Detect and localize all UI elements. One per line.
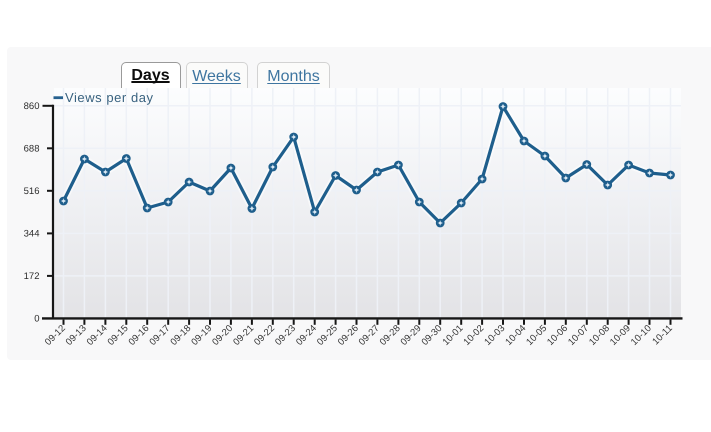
svg-text:10-03: 10-03	[482, 323, 507, 348]
svg-text:10-11: 10-11	[650, 323, 674, 347]
svg-text:09-26: 09-26	[336, 323, 361, 348]
svg-text:09-20: 09-20	[210, 323, 235, 348]
svg-text:09-18: 09-18	[168, 323, 193, 348]
svg-text:09-24: 09-24	[294, 323, 319, 348]
svg-text:688: 688	[24, 144, 40, 155]
svg-text:Views per day: Views per day	[65, 90, 154, 105]
svg-text:10-04: 10-04	[503, 323, 528, 348]
svg-text:09-30: 09-30	[420, 323, 445, 348]
svg-text:10-02: 10-02	[461, 323, 486, 348]
svg-text:10-10: 10-10	[629, 323, 654, 348]
svg-text:10-05: 10-05	[524, 323, 549, 348]
svg-text:09-17: 09-17	[147, 323, 172, 348]
svg-text:10-09: 10-09	[608, 323, 633, 348]
svg-text:10-06: 10-06	[545, 323, 570, 348]
svg-text:09-29: 09-29	[399, 323, 424, 348]
svg-text:10-01: 10-01	[441, 323, 466, 348]
svg-text:09-21: 09-21	[231, 323, 256, 348]
svg-text:172: 172	[24, 271, 40, 282]
svg-text:09-15: 09-15	[106, 323, 131, 348]
svg-text:09-23: 09-23	[273, 323, 298, 348]
svg-text:09-27: 09-27	[357, 323, 382, 348]
svg-text:09-12: 09-12	[43, 323, 68, 348]
svg-text:0: 0	[34, 314, 39, 325]
svg-text:09-22: 09-22	[252, 323, 277, 348]
svg-text:09-13: 09-13	[64, 323, 89, 348]
svg-text:860: 860	[24, 101, 40, 112]
svg-text:516: 516	[24, 186, 40, 197]
svg-text:09-14: 09-14	[85, 323, 110, 348]
svg-text:10-08: 10-08	[587, 323, 612, 348]
svg-text:09-25: 09-25	[315, 323, 340, 348]
svg-text:09-16: 09-16	[127, 323, 152, 348]
svg-text:344: 344	[24, 229, 40, 240]
svg-text:09-19: 09-19	[189, 323, 214, 348]
svg-text:10-07: 10-07	[566, 323, 591, 348]
svg-text:09-28: 09-28	[378, 323, 403, 348]
